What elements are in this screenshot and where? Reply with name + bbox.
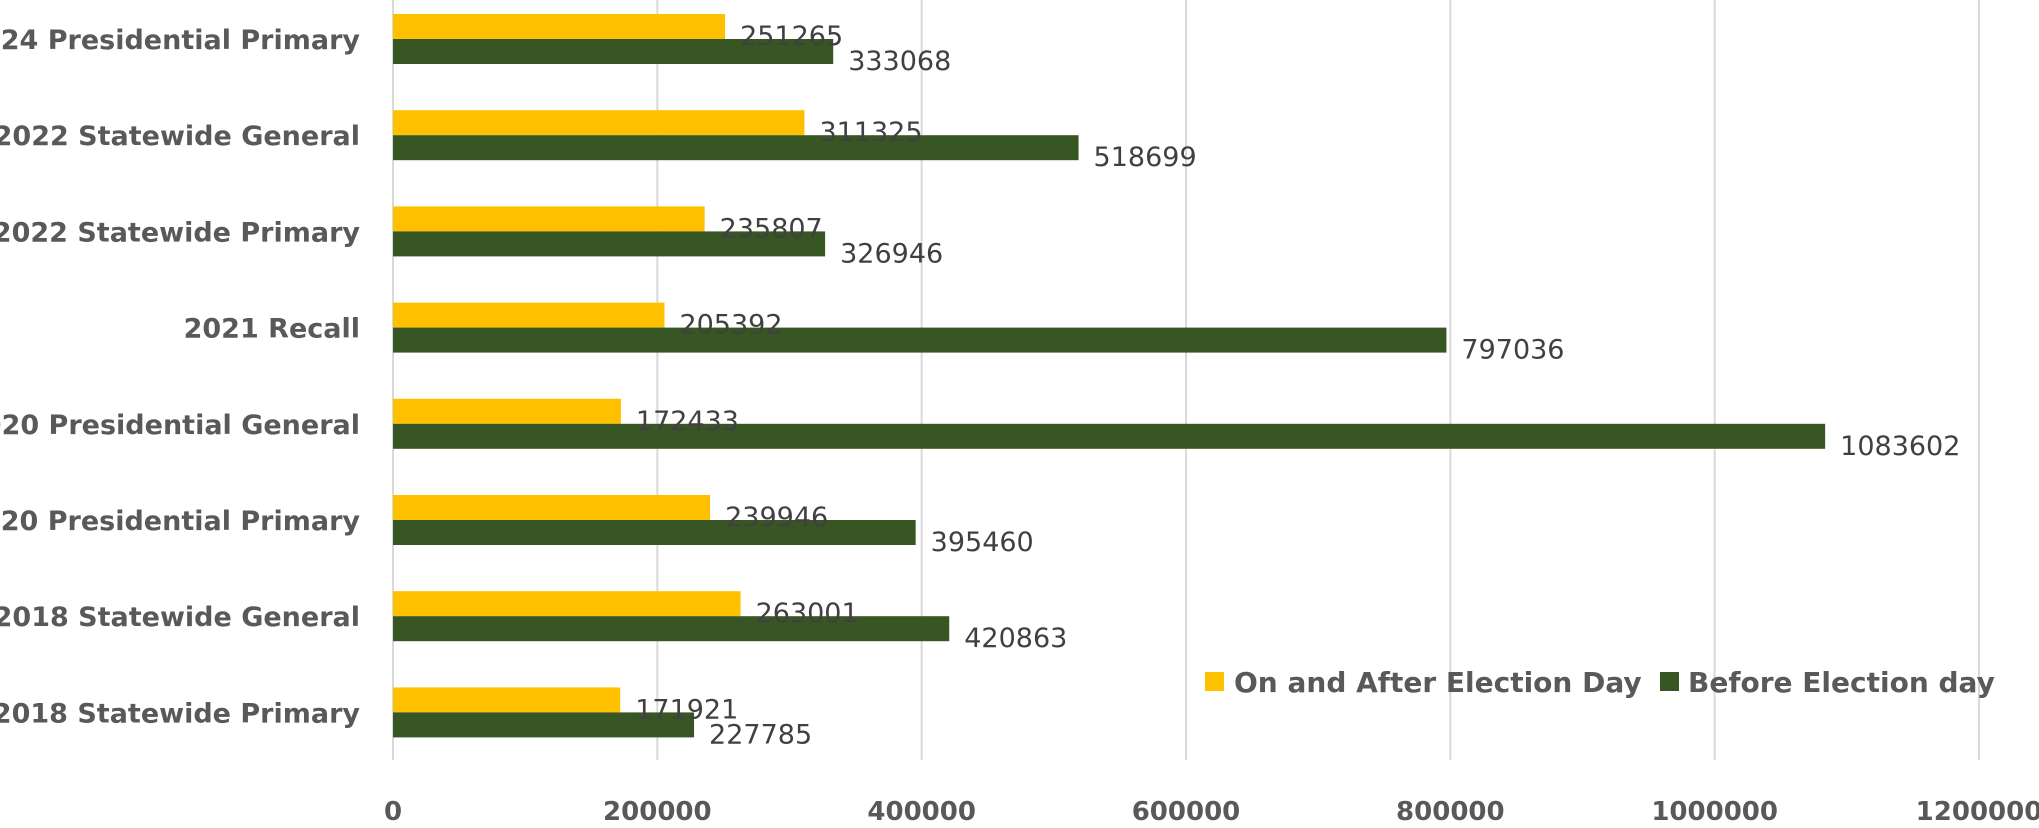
- bar-before-0: [393, 39, 834, 64]
- data-label: 420863: [964, 623, 1067, 654]
- legend: On and After Election Day Before Electio…: [1205, 666, 1995, 699]
- bar-before-2: [393, 231, 826, 257]
- data-label: 1083602: [1840, 431, 1960, 462]
- legend-label-before: Before Election day: [1688, 666, 1995, 699]
- bar-on-and-after-5: [393, 495, 711, 520]
- legend-label-on-and-after: On and After Election Day: [1234, 666, 1642, 699]
- category-label: 2018 Statewide Primary: [0, 698, 360, 729]
- category-label: 2020 Presidential General: [0, 410, 360, 441]
- data-label: 227785: [709, 719, 812, 750]
- data-label: 172433: [636, 406, 739, 437]
- data-label: 326946: [840, 238, 943, 269]
- category-label: 2022 Statewide General: [0, 121, 360, 152]
- data-label: 333068: [848, 46, 951, 77]
- x-tick-label-200000: 200000: [603, 797, 712, 827]
- x-tick-label-0: 0: [384, 797, 402, 827]
- category-label: 2024 Presidential Primary: [0, 25, 360, 56]
- data-label: 518699: [1094, 142, 1197, 173]
- data-label: 239946: [725, 502, 828, 533]
- bar-on-and-after-3: [393, 302, 665, 328]
- category-label: 2021 Recall: [184, 314, 360, 345]
- bar-before-4: [393, 423, 1826, 449]
- data-label: 395460: [931, 527, 1034, 558]
- data-label: 171921: [635, 694, 738, 725]
- bar-before-7: [393, 712, 695, 738]
- data-label: 311325: [819, 117, 922, 148]
- bar-on-and-after-4: [393, 398, 621, 424]
- bar-before-6: [393, 616, 950, 642]
- bar-on-and-after-7: [393, 687, 621, 713]
- bars: [393, 14, 1826, 738]
- x-tick-label-800000: 800000: [1396, 797, 1505, 827]
- category-label: 2022 Statewide Primary: [0, 217, 360, 248]
- bar-on-and-after-2: [393, 206, 705, 232]
- x-tick-label-400000: 400000: [867, 797, 976, 827]
- bar-before-5: [393, 520, 916, 545]
- data-label: 251265: [740, 21, 843, 52]
- legend-swatch-on-and-after: [1205, 672, 1224, 691]
- data-label: 235807: [720, 213, 823, 244]
- category-label: 2020 Presidential Primary: [0, 506, 360, 537]
- bar-before-3: [393, 327, 1447, 353]
- legend-swatch-before: [1660, 672, 1679, 691]
- data-label: 263001: [756, 598, 859, 629]
- x-axis-tick-labels: 0 200000 400000 600000 800000 1000000 1200000: [384, 797, 2039, 827]
- data-label: 205392: [679, 310, 782, 341]
- bar-on-and-after-1: [393, 110, 805, 136]
- category-label: 2018 Statewide General: [0, 602, 360, 633]
- bar-on-and-after-6: [393, 591, 741, 617]
- x-tick-label-600000: 600000: [1132, 797, 1241, 827]
- data-label: 797036: [1461, 335, 1564, 366]
- bar-on-and-after-0: [393, 14, 726, 39]
- x-tick-label-1000000: 1000000: [1651, 797, 1778, 827]
- bar-before-1: [393, 135, 1079, 161]
- category-labels: 2024 Presidential Primary 2022 Statewide …: [0, 25, 360, 729]
- x-tick-label-1200000: 1200000: [1916, 797, 2039, 827]
